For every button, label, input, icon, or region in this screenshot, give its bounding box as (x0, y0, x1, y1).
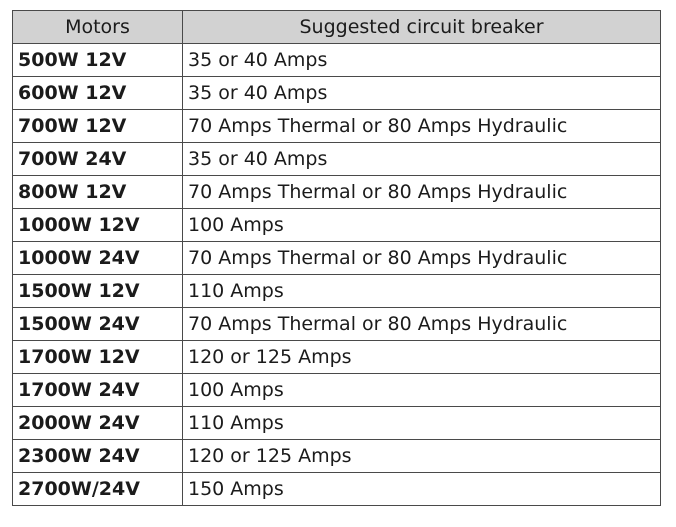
breaker-cell: 35 or 40 Amps (182, 76, 661, 110)
motor-cell: 1700W 12V (12, 340, 183, 374)
header-motors: Motors (12, 10, 183, 44)
motor-cell: 1500W 12V (12, 274, 183, 308)
header-suggested-circuit-breaker: Suggested circuit breaker (182, 10, 661, 44)
motor-cell: 2700W/24V (12, 472, 183, 506)
table-row: 700W 12V 70 Amps Thermal or 80 Amps Hydr… (12, 109, 661, 143)
table-header: Motors Suggested circuit breaker (12, 10, 661, 44)
motor-cell: 2000W 24V (12, 406, 183, 440)
table-row: 700W 24V 35 or 40 Amps (12, 142, 661, 176)
breaker-cell: 110 Amps (182, 406, 661, 440)
breaker-cell: 150 Amps (182, 472, 661, 506)
breaker-cell: 100 Amps (182, 208, 661, 242)
breaker-cell: 35 or 40 Amps (182, 142, 661, 176)
table-body: 500W 12V 35 or 40 Amps 600W 12V 35 or 40… (12, 43, 661, 506)
table-row: 1500W 24V 70 Amps Thermal or 80 Amps Hyd… (12, 307, 661, 341)
breaker-cell: 120 or 125 Amps (182, 340, 661, 374)
table-row: 600W 12V 35 or 40 Amps (12, 76, 661, 110)
table-row: 1000W 12V 100 Amps (12, 208, 661, 242)
breaker-table-container: Motors Suggested circuit breaker 500W 12… (12, 10, 661, 506)
breaker-cell: 70 Amps Thermal or 80 Amps Hydraulic (182, 241, 661, 275)
table-row: 2300W 24V 120 or 125 Amps (12, 439, 661, 473)
table-row: 2000W 24V 110 Amps (12, 406, 661, 440)
motor-cell: 700W 12V (12, 109, 183, 143)
breaker-table: Motors Suggested circuit breaker 500W 12… (12, 10, 661, 506)
breaker-cell: 100 Amps (182, 373, 661, 407)
motor-cell: 500W 12V (12, 43, 183, 77)
table-row: 1000W 24V 70 Amps Thermal or 80 Amps Hyd… (12, 241, 661, 275)
breaker-cell: 70 Amps Thermal or 80 Amps Hydraulic (182, 307, 661, 341)
table-row: 1500W 12V 110 Amps (12, 274, 661, 308)
motor-cell: 2300W 24V (12, 439, 183, 473)
table-row: 2700W/24V 150 Amps (12, 472, 661, 506)
motor-cell: 800W 12V (12, 175, 183, 209)
breaker-cell: 70 Amps Thermal or 80 Amps Hydraulic (182, 175, 661, 209)
motor-cell: 1000W 12V (12, 208, 183, 242)
table-row: 1700W 24V 100 Amps (12, 373, 661, 407)
table-row: 1700W 12V 120 or 125 Amps (12, 340, 661, 374)
breaker-cell: 35 or 40 Amps (182, 43, 661, 77)
table-row: 500W 12V 35 or 40 Amps (12, 43, 661, 77)
header-row: Motors Suggested circuit breaker (12, 10, 661, 44)
motor-cell: 1500W 24V (12, 307, 183, 341)
table-row: 800W 12V 70 Amps Thermal or 80 Amps Hydr… (12, 175, 661, 209)
breaker-cell: 110 Amps (182, 274, 661, 308)
motor-cell: 700W 24V (12, 142, 183, 176)
breaker-cell: 70 Amps Thermal or 80 Amps Hydraulic (182, 109, 661, 143)
motor-cell: 1000W 24V (12, 241, 183, 275)
motor-cell: 600W 12V (12, 76, 183, 110)
motor-cell: 1700W 24V (12, 373, 183, 407)
breaker-cell: 120 or 125 Amps (182, 439, 661, 473)
